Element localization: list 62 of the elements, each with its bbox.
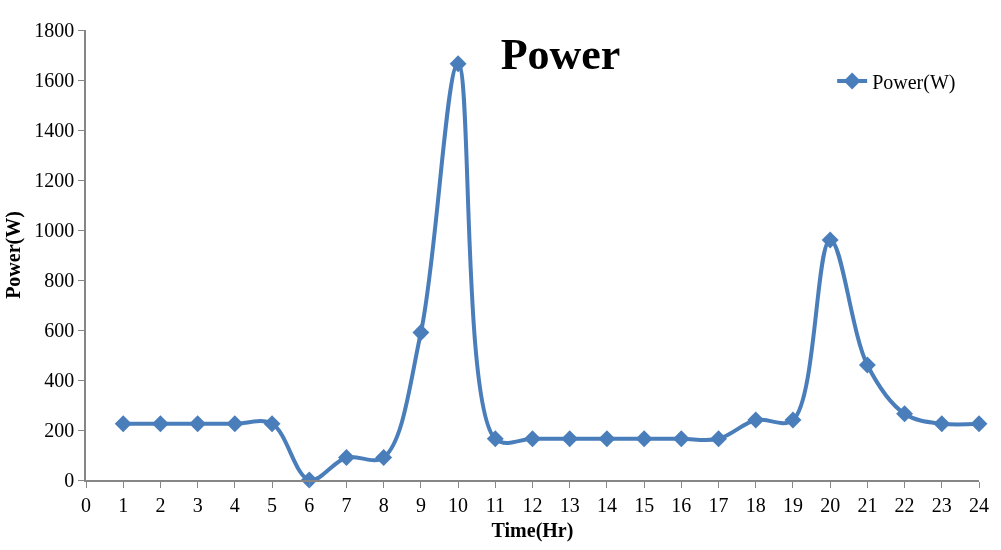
point — [375, 449, 393, 466]
x-tick-label: 16 — [671, 493, 692, 516]
point — [747, 411, 765, 429]
x-tick-label: 4 — [229, 493, 240, 516]
point — [821, 231, 839, 249]
point — [189, 415, 207, 433]
point — [486, 430, 504, 448]
y-tick-label: 1000 — [34, 219, 75, 241]
point — [338, 449, 355, 466]
point — [635, 430, 653, 448]
x-tick-label: 0 — [81, 493, 91, 516]
x-tick-label: 19 — [782, 493, 803, 516]
y-tick-label: 800 — [44, 269, 75, 291]
x-tick-label: 8 — [378, 493, 389, 516]
y-tick-label: 600 — [44, 319, 75, 341]
y-tick-label: 400 — [44, 369, 75, 391]
x-tick-label: 1 — [118, 493, 129, 516]
point — [561, 430, 579, 448]
point — [858, 356, 876, 374]
chart-title: Power — [500, 30, 621, 80]
y-tick-label: 1600 — [34, 69, 75, 91]
x-tick-label: 2 — [155, 493, 166, 516]
y-tick-label: 1400 — [34, 119, 75, 141]
legend-label: Power(W) — [872, 70, 956, 94]
y-axis-title: Power(W) — [2, 211, 26, 299]
x-tick-label: 20 — [820, 493, 841, 516]
y-tick-label: 1200 — [34, 169, 75, 191]
x-axis-title: Time(Hr) — [491, 518, 574, 542]
y-tick-label: 0 — [64, 469, 75, 491]
point — [412, 324, 430, 341]
point — [524, 430, 541, 448]
point — [151, 415, 169, 433]
point — [226, 415, 244, 433]
x-tick-label: 10 — [448, 493, 469, 516]
x-tick-label: 22 — [894, 493, 915, 516]
x-tick-label: 14 — [596, 493, 617, 516]
point — [449, 55, 467, 73]
point — [263, 415, 281, 433]
x-tick-label: 7 — [341, 493, 352, 516]
x-tick-label: 15 — [634, 493, 655, 516]
x-tick-label: 13 — [559, 493, 580, 516]
point — [896, 405, 914, 423]
point — [710, 430, 727, 448]
x-tick-label: 3 — [192, 493, 203, 516]
x-tick-label: 9 — [415, 493, 426, 516]
x-tick-label: 12 — [522, 493, 543, 516]
y-tick-label: 1800 — [34, 19, 75, 41]
x-tick-label: 24 — [969, 493, 989, 516]
x-tick-label: 18 — [745, 493, 766, 516]
point — [784, 411, 802, 429]
x-tick-label: 17 — [708, 493, 729, 516]
x-tick-label: 21 — [857, 493, 878, 516]
y-tick-label: 200 — [44, 419, 75, 441]
x-tick-label: 23 — [931, 493, 952, 516]
point — [114, 415, 132, 433]
point — [933, 415, 951, 433]
point — [598, 430, 616, 448]
x-tick-label: 11 — [485, 493, 505, 516]
x-tick-label: 5 — [267, 493, 278, 516]
x-tick-label: 6 — [304, 493, 315, 516]
point — [672, 430, 690, 448]
point — [970, 415, 988, 433]
